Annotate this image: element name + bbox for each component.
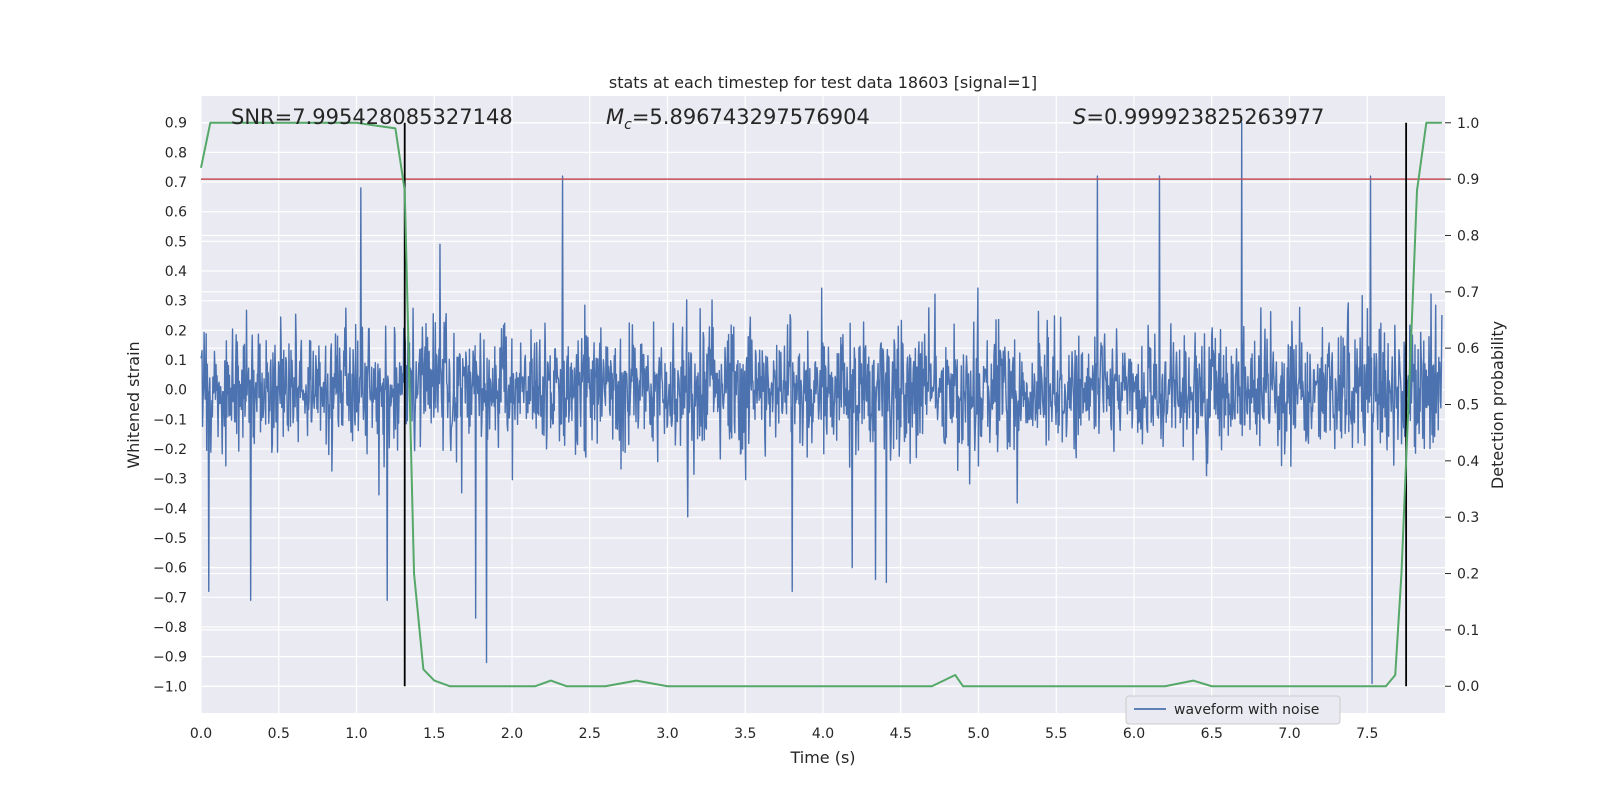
score-annotation: S=0.999923825263977 <box>1073 105 1324 129</box>
x-tick-label: 3.5 <box>734 726 756 742</box>
chirp-mass-annotation: Mc=5.896743297576904 <box>606 105 870 133</box>
y2-tick-label: 0.2 <box>1457 567 1479 583</box>
y2-tick-label: 0.3 <box>1457 510 1479 526</box>
y-tick-label: −0.4 <box>153 501 187 517</box>
legend: waveform with noise <box>1125 695 1341 725</box>
x-tick-label: 6.0 <box>1123 726 1145 742</box>
chirp-mass-value: =5.896743297576904 <box>632 105 870 129</box>
y-axis-label: Whitened strain <box>124 341 143 468</box>
x-tick-label: 1.5 <box>423 726 445 742</box>
y-axis-ticks: 0.9 0.8 0.7 0.6 0.5 0.4 0.3 0.2 0.1 0.0 −0.1 −0.2 −0… <box>153 116 187 696</box>
y-tick-label: 0.5 <box>165 234 187 250</box>
x-axis-ticks: 0.0 0.5 1.0 1.5 2.0 2.5 3.0 3.5 4.0 4.5 5.0 5.5 6.0 6… <box>190 726 1379 742</box>
x-tick-label: 0.0 <box>190 726 212 742</box>
y-tick-label: 0.9 <box>165 116 187 132</box>
y2-tick-label: 0.7 <box>1457 285 1479 301</box>
y-tick-label: −0.9 <box>153 650 187 666</box>
x-tick-label: 2.5 <box>579 726 601 742</box>
x-tick-label: 7.5 <box>1356 726 1378 742</box>
y2-tick-label: 0.9 <box>1457 172 1479 188</box>
y-tick-label: 0.8 <box>165 145 187 161</box>
x-tick-label: 0.5 <box>268 726 290 742</box>
y2-tick-label: 1.0 <box>1457 116 1479 132</box>
y-tick-label: −0.3 <box>153 472 187 488</box>
y-tick-label: 0.0 <box>165 383 187 399</box>
y-tick-label: 0.3 <box>165 294 187 310</box>
y-tick-label: 0.1 <box>165 353 187 369</box>
snr-annotation: SNR=7.995428085327148 <box>231 105 513 129</box>
y-tick-label: −0.6 <box>153 561 187 577</box>
y2-axis-ticks: 1.0 0.9 0.8 0.7 0.6 0.5 0.4 0.3 0.2 0.1 0.0 <box>1445 116 1479 695</box>
score-value: =0.999923825263977 <box>1086 105 1324 129</box>
y2-tick-label: 0.0 <box>1457 679 1479 695</box>
x-tick-label: 6.5 <box>1201 726 1223 742</box>
y-tick-label: −0.7 <box>153 590 187 606</box>
y2-axis-label: Detection probability <box>1488 321 1507 489</box>
y2-tick-label: 0.6 <box>1457 341 1479 357</box>
legend-label: waveform with noise <box>1174 702 1319 718</box>
y-tick-label: 0.2 <box>165 323 187 339</box>
y-tick-label: 0.7 <box>165 175 187 191</box>
y-tick-label: −0.8 <box>153 620 187 636</box>
probability-line <box>200 121 1442 688</box>
x-axis-label: Time (s) <box>789 748 855 767</box>
y2-tick-label: 0.8 <box>1457 228 1479 244</box>
x-tick-label: 4.5 <box>890 726 912 742</box>
x-tick-label: 4.0 <box>812 726 834 742</box>
y-tick-label: −0.2 <box>153 442 187 458</box>
score-symbol: S <box>1073 105 1086 129</box>
chirp-mass-symbol: M <box>606 105 624 129</box>
overlay-lines <box>200 121 1445 688</box>
chart-title: stats at each timestep for test data 186… <box>609 73 1037 92</box>
x-tick-label: 2.0 <box>501 726 523 742</box>
legend-box <box>1125 695 1341 725</box>
chirp-mass-subscript: c <box>624 117 632 133</box>
x-tick-label: 7.0 <box>1278 726 1300 742</box>
y-tick-label: 0.4 <box>165 264 187 280</box>
y-tick-label: −1.0 <box>153 679 187 695</box>
x-tick-label: 3.0 <box>656 726 678 742</box>
y-tick-label: −0.5 <box>153 531 187 547</box>
y2-tick-label: 0.4 <box>1457 454 1479 470</box>
x-tick-label: 1.0 <box>345 726 367 742</box>
y2-tick-label: 0.1 <box>1457 623 1479 639</box>
x-tick-label: 5.0 <box>967 726 989 742</box>
y-tick-label: 0.6 <box>165 205 187 221</box>
y-tick-label: −0.1 <box>153 412 187 428</box>
x-tick-label: 5.5 <box>1045 726 1067 742</box>
y2-tick-label: 0.5 <box>1457 398 1479 414</box>
